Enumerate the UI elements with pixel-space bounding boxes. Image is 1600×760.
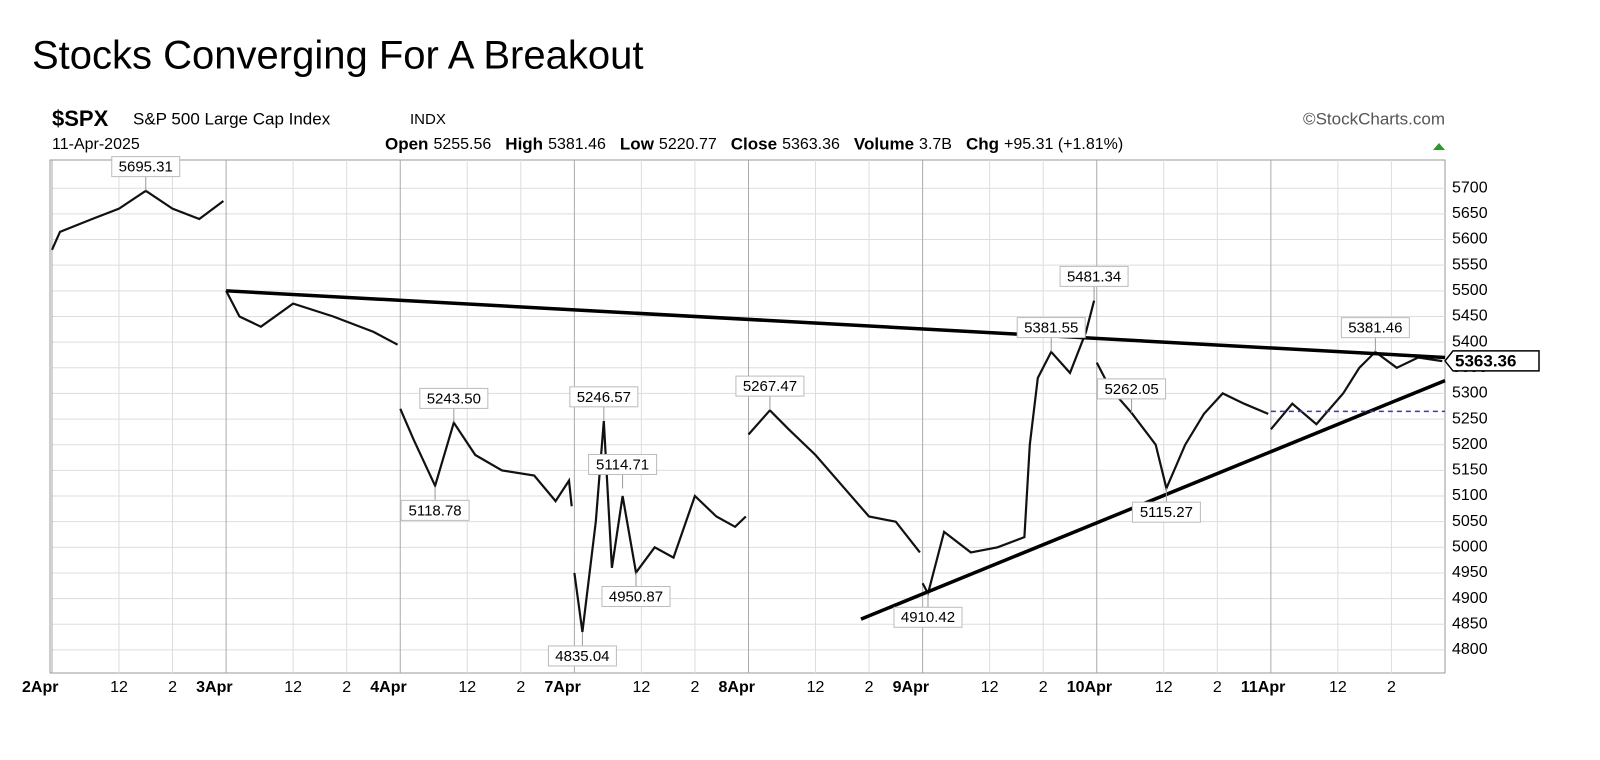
stat-value: 5381.46 xyxy=(548,136,606,153)
annotation-label: 5481.34 xyxy=(1067,268,1121,285)
annotation-label: 5114.71 xyxy=(596,456,649,473)
x-tick-label: 8Apr xyxy=(719,679,755,696)
y-tick-label: 4950 xyxy=(1452,564,1488,581)
last-price-tag xyxy=(1444,350,1540,372)
index-name: S&P 500 Large Cap Index xyxy=(133,109,331,128)
x-tick-label: 2 xyxy=(342,679,351,696)
annotation-box xyxy=(1131,501,1201,523)
x-tick-label: 2 xyxy=(168,679,177,696)
annotation-box xyxy=(1016,317,1086,339)
y-tick-label: 5000 xyxy=(1452,539,1488,556)
x-tick-label: 3Apr xyxy=(196,679,232,696)
trendline xyxy=(226,289,1446,360)
y-tick-label: 5100 xyxy=(1452,487,1488,504)
stat-value: 5220.77 xyxy=(659,136,717,153)
stat-label: Volume xyxy=(854,134,914,153)
y-tick-label: 5400 xyxy=(1452,333,1488,350)
stat-label: Low xyxy=(620,134,655,153)
exchange: INDX xyxy=(410,111,446,128)
annotation-label: 5262.05 xyxy=(1104,381,1158,398)
x-tick-label: 12 xyxy=(1329,679,1347,696)
stat-value: 3.7B xyxy=(919,136,952,153)
annotation-label: 5115.27 xyxy=(1140,504,1193,521)
annotation-label: 5243.50 xyxy=(427,390,481,407)
stat-label: Open xyxy=(385,134,428,153)
annotation-box xyxy=(601,586,671,608)
annotation-label: 5118.78 xyxy=(409,502,462,519)
x-tick-label: 2 xyxy=(1387,679,1396,696)
annotation-label: 4950.87 xyxy=(609,588,663,605)
annotation-box xyxy=(1340,317,1410,339)
y-tick-label: 5250 xyxy=(1452,410,1488,427)
annotation-box xyxy=(588,453,658,475)
stat-label: Chg xyxy=(966,134,999,153)
last-price-label: 5363.36 xyxy=(1455,351,1516,370)
annotation-label: 5381.55 xyxy=(1024,320,1078,337)
stat-label: Close xyxy=(731,134,777,153)
x-tick-label: 2 xyxy=(865,679,874,696)
annotation-label: 5246.57 xyxy=(577,389,631,406)
stats: Open 5255.56 High 5381.46 Low 5220.77 Close 536… xyxy=(385,134,1123,153)
annotation-box xyxy=(569,386,639,408)
y-tick-label: 5600 xyxy=(1452,231,1488,248)
x-tick-label: 7Apr xyxy=(544,679,580,696)
x-tick-label: 2 xyxy=(1039,679,1048,696)
y-tick-label: 5150 xyxy=(1452,462,1488,479)
x-tick-label: 11Apr xyxy=(1241,679,1285,696)
x-tick-label: 12 xyxy=(110,679,128,696)
x-tick-label: 2 xyxy=(516,679,525,696)
x-tick-label: 2 xyxy=(690,679,699,696)
annotation-box xyxy=(1059,265,1129,287)
annotation-box xyxy=(893,606,963,628)
annotation-label: 4835.04 xyxy=(555,648,609,665)
y-tick-label: 5550 xyxy=(1452,256,1488,273)
annotation-label: 5695.31 xyxy=(119,159,173,176)
x-tick-label: 2 xyxy=(1213,679,1222,696)
x-tick-label: 12 xyxy=(284,679,302,696)
y-tick-label: 5450 xyxy=(1452,308,1488,325)
x-tick-label: 10Apr xyxy=(1067,679,1112,696)
x-tick-label: 12 xyxy=(981,679,999,696)
annotation-label: 5381.46 xyxy=(1348,320,1402,337)
x-tick-label: 12 xyxy=(1155,679,1173,696)
annotation-label: 4910.42 xyxy=(901,609,955,626)
stat-value: 5363.36 xyxy=(782,136,840,153)
source: ©StockCharts.com xyxy=(1303,109,1445,128)
x-tick-label: 12 xyxy=(632,679,650,696)
y-tick-label: 4850 xyxy=(1452,615,1488,632)
y-tick-label: 5500 xyxy=(1452,282,1488,299)
x-tick-label: 9Apr xyxy=(893,679,929,696)
x-tick-label: 12 xyxy=(807,679,825,696)
annotation-box xyxy=(547,645,617,667)
stat-label: High xyxy=(505,134,543,153)
y-tick-label: 5050 xyxy=(1452,513,1488,530)
y-tick-label: 5300 xyxy=(1452,385,1488,402)
symbol: $SPX xyxy=(52,106,109,131)
annotation-box xyxy=(111,156,181,178)
plot-frame xyxy=(49,159,1446,674)
y-tick-label: 5700 xyxy=(1452,179,1488,196)
annotation-box xyxy=(1097,378,1167,400)
trendline xyxy=(860,378,1446,621)
date: 11-Apr-2025 xyxy=(52,136,140,153)
x-tick-label: 12 xyxy=(458,679,476,696)
y-tick-label: 5650 xyxy=(1452,205,1488,222)
x-tick-label: 4Apr xyxy=(370,679,406,696)
y-tick-label: 5200 xyxy=(1452,436,1488,453)
stat-value: +95.31 (+1.81%) xyxy=(1004,136,1123,153)
price-line xyxy=(50,189,1443,633)
annotation-box xyxy=(400,499,470,521)
up-arrow xyxy=(1433,143,1445,150)
annotation-box xyxy=(419,387,489,409)
page-title: Stocks Converging For A Breakout xyxy=(32,34,643,78)
x-tick-label: 2Apr xyxy=(22,679,58,696)
y-tick-label: 4800 xyxy=(1452,641,1488,658)
y-tick-label: 4900 xyxy=(1452,590,1488,607)
stat-value: 5255.56 xyxy=(433,136,491,153)
annotation-box xyxy=(735,375,805,397)
annotation-label: 5267.47 xyxy=(743,378,797,395)
